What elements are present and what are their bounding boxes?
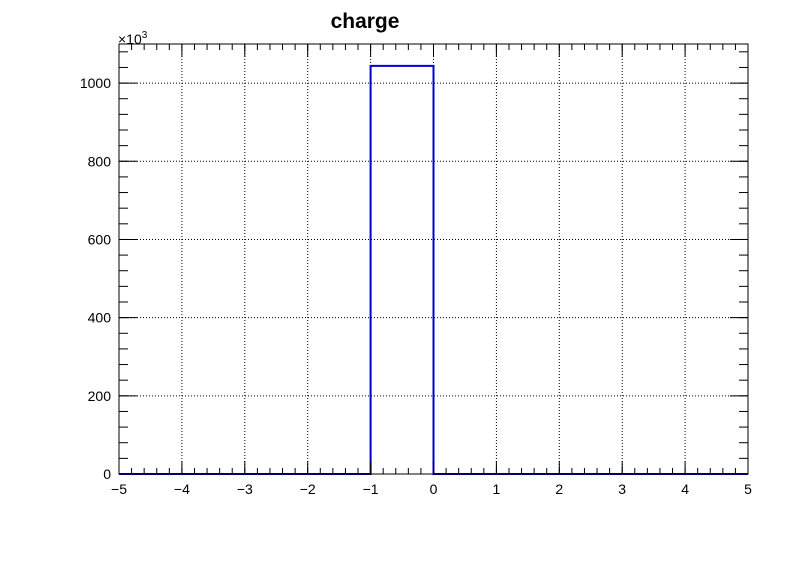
x-tick-label: −4 [174, 481, 190, 497]
y-tick-label: 0 [103, 466, 111, 482]
histogram-outline [119, 64, 748, 475]
axes: −5 −4 −3 −2 −1 0 1 2 3 4 5 0 200 400 600 800 1000 [80, 44, 752, 497]
y-multiplier-base: ×10 [118, 31, 142, 47]
x-tick-label: −5 [111, 481, 127, 497]
x-tick-label: −1 [363, 481, 379, 497]
x-tick-label: 5 [744, 481, 752, 497]
chart-title: charge [331, 10, 400, 33]
y-tick-label: 400 [88, 310, 112, 326]
x-tick-label: −3 [237, 481, 253, 497]
y-multiplier-exponent: 3 [142, 30, 148, 41]
x-tick-label: 2 [555, 481, 563, 497]
y-tick-label: 800 [88, 153, 112, 169]
x-tick-label: −2 [300, 481, 316, 497]
x-tick-label: 1 [493, 481, 501, 497]
y-tick-label: 200 [88, 388, 112, 404]
y-multiplier-label: ×103 [118, 30, 148, 47]
y-tick-label: 1000 [80, 75, 111, 91]
x-tick-label: 0 [430, 481, 438, 497]
x-tick-label: 4 [681, 481, 689, 497]
y-tick-label: 600 [88, 231, 112, 247]
x-tick-label: 3 [618, 481, 626, 497]
